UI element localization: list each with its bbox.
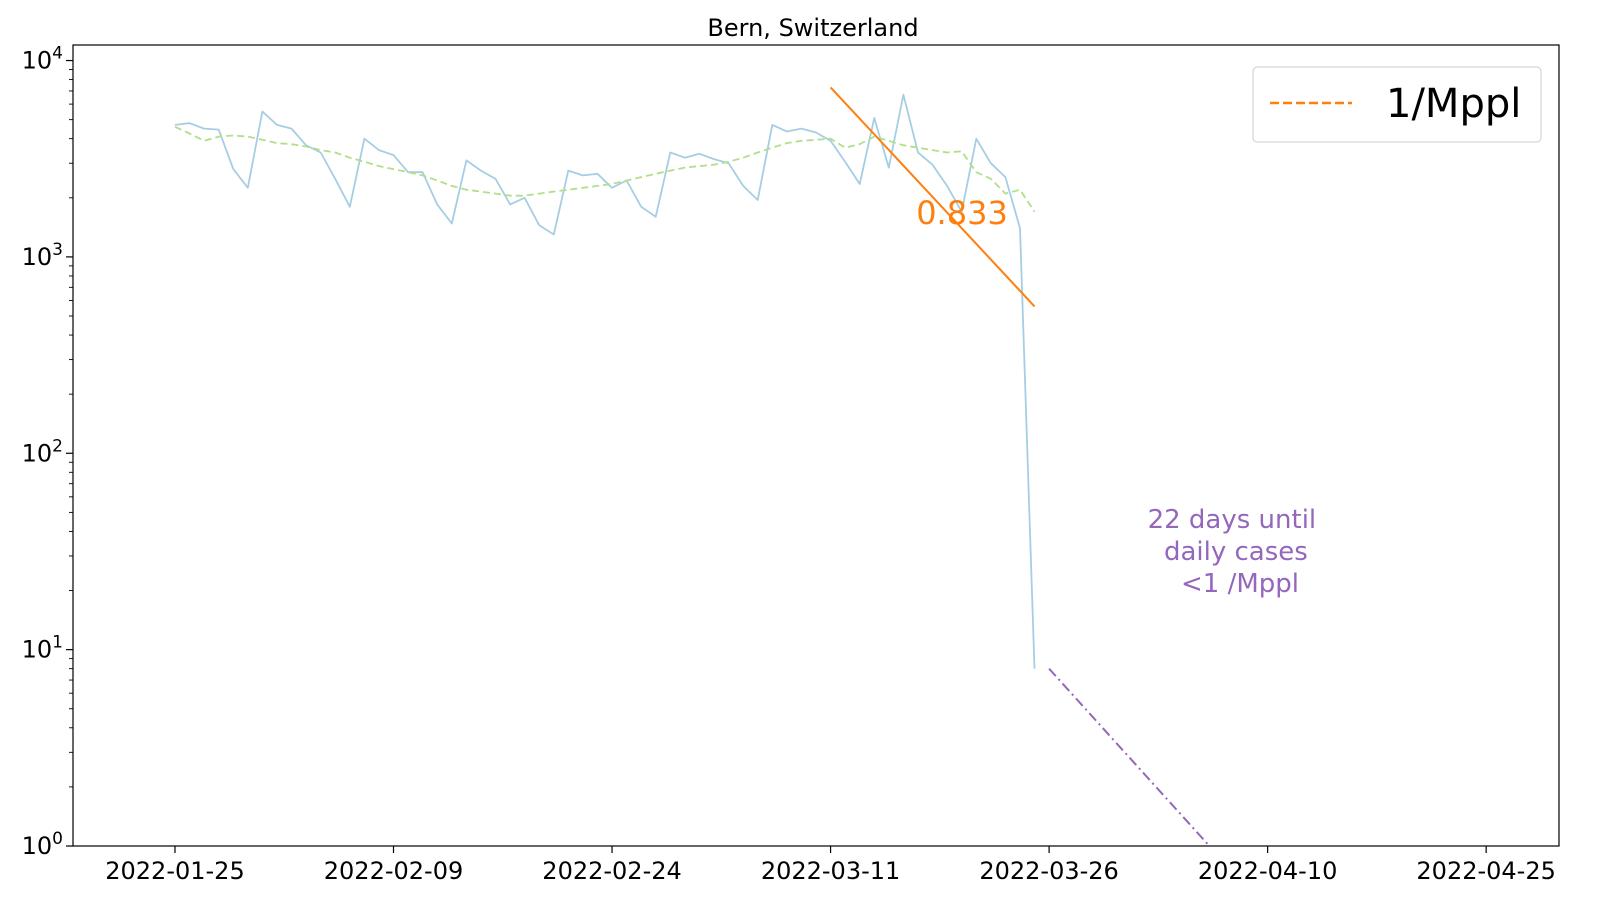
legend-label: 1/Mppl (1386, 81, 1521, 127)
y-tick-label: 103 (22, 240, 63, 271)
legend-box (1252, 66, 1542, 143)
days-until-note: 22 days until daily cases <1 /Mppl (1148, 505, 1325, 599)
series-7-day-average-line (174, 125, 1036, 213)
x-tick-label: 2022-04-10 (1198, 857, 1337, 885)
x-axis: 2022-01-25 2022-02-09 2022-02-24 2022-03-11… (105, 846, 1556, 885)
x-tick-label: 2022-03-11 (761, 857, 900, 885)
note-line-2: daily cases (1164, 537, 1308, 567)
y-tick-label: 102 (22, 436, 63, 467)
y-tick-label: 101 (22, 633, 63, 664)
series-daily-line (174, 93, 1036, 669)
plot-marks (174, 86, 1211, 847)
x-tick-label: 2022-02-09 (324, 857, 463, 885)
note-line-1: 22 days until (1148, 505, 1317, 535)
x-tick-label: 2022-01-25 (105, 857, 244, 885)
y-tick-label: 104 (22, 44, 63, 75)
y-tick-label: 100 (22, 829, 63, 860)
plot-frame (72, 44, 1560, 847)
note-line-3: <1 /Mppl (1181, 569, 1299, 599)
x-tick-label: 2022-04-25 (1416, 857, 1555, 885)
x-tick-label: 2022-03-26 (979, 857, 1118, 885)
y-axis: 100 101 102 103 104 (22, 44, 73, 860)
slope-label: 0.833 (916, 194, 1008, 232)
series-fit-line (829, 86, 1036, 308)
chart-title: Bern, Switzerland (707, 14, 918, 42)
legend: 1/Mppl (1252, 66, 1542, 143)
x-tick-label: 2022-02-24 (542, 857, 681, 885)
